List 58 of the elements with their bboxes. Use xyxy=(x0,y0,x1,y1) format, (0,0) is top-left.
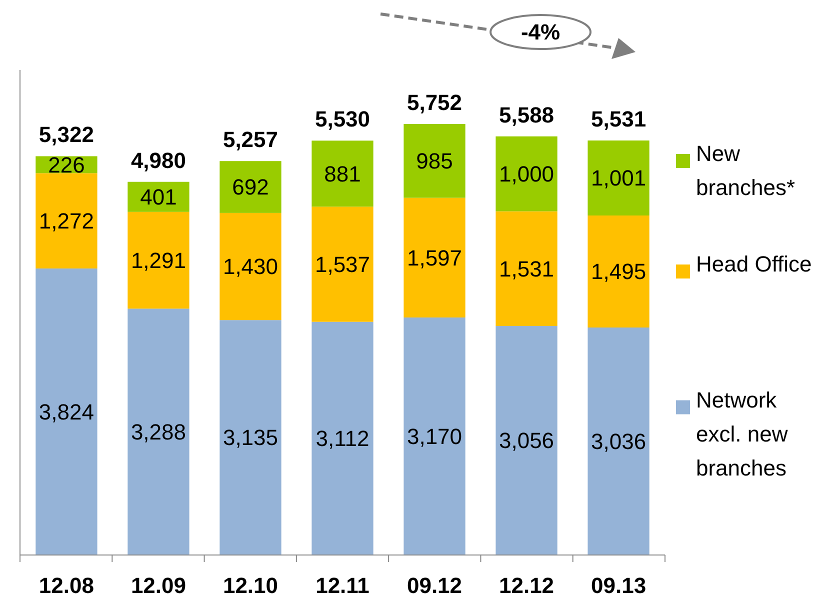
bar xyxy=(404,124,466,198)
bar xyxy=(496,136,558,212)
x-tick-label: 12.10 xyxy=(222,573,278,598)
data-label: 1,272 xyxy=(38,208,94,234)
x-tick-label: 12.08 xyxy=(38,573,94,598)
total-label: 5,257 xyxy=(222,127,278,152)
bar xyxy=(220,320,282,555)
data-label: 1,430 xyxy=(222,254,278,280)
data-label: 1,495 xyxy=(591,259,646,284)
bar xyxy=(404,198,466,318)
data-label: 1,531 xyxy=(498,256,554,282)
total-label: 5,588 xyxy=(498,102,554,128)
data-label: 1,537 xyxy=(314,252,370,277)
legend-label: Head Office xyxy=(696,252,812,276)
x-tick-label: 12.12 xyxy=(498,573,554,598)
bar xyxy=(128,212,190,309)
total-label: 5,531 xyxy=(591,106,646,132)
bar xyxy=(588,215,650,328)
x-tick-label: 09.12 xyxy=(406,573,462,598)
bar xyxy=(312,140,374,207)
data-label: 1,001 xyxy=(591,166,646,191)
total-label: 4,980 xyxy=(130,148,186,173)
data-label: 3,170 xyxy=(406,424,462,449)
x-tick-label: 09.13 xyxy=(591,573,646,598)
data-label: 1,597 xyxy=(406,245,462,270)
bar xyxy=(588,140,650,216)
bar xyxy=(36,173,98,268)
bar xyxy=(220,212,282,320)
data-label: 3,824 xyxy=(38,399,94,424)
total-label: 5,530 xyxy=(314,106,370,132)
data-label: 985 xyxy=(416,148,453,174)
bar xyxy=(128,308,190,555)
bar xyxy=(220,161,282,213)
data-label: 401 xyxy=(140,184,177,210)
data-label: 3,135 xyxy=(222,425,278,450)
data-label: 3,056 xyxy=(498,428,554,454)
legend-label: New branches* xyxy=(696,140,796,200)
bar xyxy=(404,317,466,555)
x-tick-label: 12.09 xyxy=(130,573,186,598)
x-tick-label: 12.11 xyxy=(316,573,370,598)
bar xyxy=(496,211,558,326)
bar xyxy=(496,326,558,555)
bar xyxy=(312,206,374,322)
bar xyxy=(36,268,98,555)
legend-label: Network excl. new branches xyxy=(696,387,788,480)
data-label: 3,036 xyxy=(591,428,646,454)
total-label: 5,322 xyxy=(38,122,94,148)
data-label: 226 xyxy=(48,152,85,178)
data-label: 1,291 xyxy=(130,248,186,273)
bar xyxy=(312,322,374,555)
text: -4% xyxy=(520,20,560,45)
data-label: 3,112 xyxy=(316,426,370,452)
data-label: 1,000 xyxy=(498,162,554,187)
data-label: 3,288 xyxy=(130,420,186,445)
bar xyxy=(588,328,650,555)
data-label: 881 xyxy=(324,161,361,186)
data-label: 692 xyxy=(232,174,269,200)
total-label: 5,752 xyxy=(406,90,462,115)
